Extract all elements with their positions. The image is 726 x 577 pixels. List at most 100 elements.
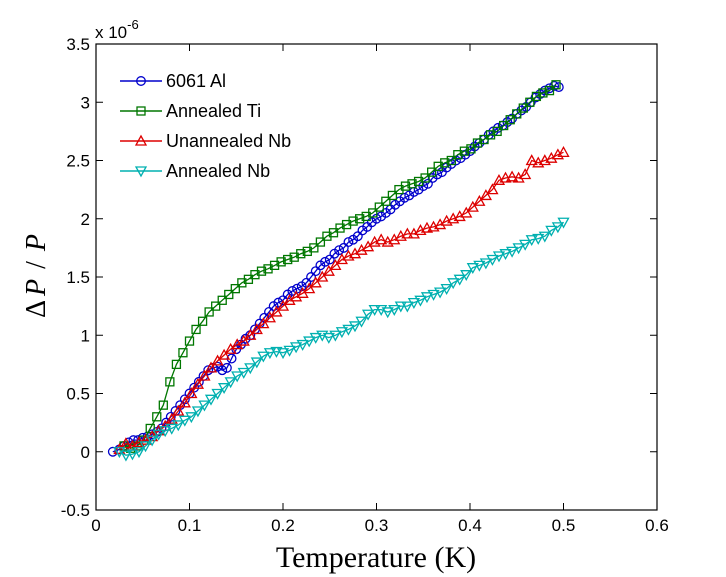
data-point bbox=[355, 316, 368, 328]
data-point bbox=[257, 351, 270, 363]
data-point bbox=[499, 249, 512, 261]
data-point bbox=[224, 377, 237, 389]
data-point bbox=[204, 361, 218, 373]
data-point bbox=[270, 305, 283, 317]
data-point bbox=[287, 286, 298, 296]
data-point bbox=[316, 270, 329, 282]
data-point bbox=[505, 246, 519, 258]
data-point bbox=[459, 146, 470, 156]
data-point bbox=[203, 365, 214, 376]
x-tick-label: 0.1 bbox=[178, 516, 202, 535]
x-tick-label: 0.5 bbox=[552, 516, 576, 535]
y-multiplier-label: x 10-6 bbox=[95, 17, 139, 42]
data-point bbox=[309, 276, 322, 288]
data-point bbox=[335, 327, 349, 339]
x-tick-label: 0 bbox=[91, 516, 100, 535]
data-point bbox=[400, 181, 411, 191]
data-point bbox=[221, 362, 232, 373]
x-tick-label: 0.6 bbox=[645, 516, 669, 535]
data-point bbox=[342, 324, 355, 336]
data-point bbox=[538, 88, 548, 98]
y-tick-label: 0 bbox=[81, 443, 90, 462]
data-point bbox=[492, 126, 502, 137]
data-point bbox=[387, 190, 398, 201]
tick-labels-layer: 0 0.1 0.2 0.3 0.4 0.5 0.6-0.500.511.522.533.5 bbox=[61, 35, 669, 535]
data-point bbox=[237, 367, 250, 379]
data-point bbox=[152, 412, 162, 422]
data-point bbox=[446, 155, 456, 166]
data-point bbox=[486, 183, 499, 195]
data-point bbox=[466, 200, 479, 212]
data-point bbox=[270, 346, 283, 358]
data-point bbox=[519, 168, 532, 180]
data-point bbox=[414, 295, 427, 307]
data-point bbox=[217, 383, 231, 395]
data-point bbox=[557, 217, 570, 229]
data-point bbox=[172, 420, 185, 432]
data-point bbox=[296, 249, 306, 259]
series-line bbox=[118, 151, 564, 450]
data-point bbox=[145, 423, 155, 434]
legend-label: Annealed Ti bbox=[166, 101, 261, 121]
x-axis-title: Temperature (K) bbox=[276, 541, 476, 574]
y-tick-label: -0.5 bbox=[61, 501, 90, 520]
data-point bbox=[538, 231, 551, 243]
data-point bbox=[197, 316, 208, 326]
data-point bbox=[263, 348, 277, 360]
data-point bbox=[420, 173, 430, 183]
data-point bbox=[152, 429, 165, 441]
data-point bbox=[231, 371, 244, 383]
data-point bbox=[348, 321, 362, 333]
data-point bbox=[171, 359, 182, 370]
data-point bbox=[401, 227, 414, 239]
data-point bbox=[165, 423, 178, 435]
data-point bbox=[185, 412, 198, 424]
y-tick-label: 0.5 bbox=[66, 385, 90, 404]
data-point bbox=[328, 228, 339, 238]
data-point bbox=[119, 437, 133, 449]
legend-item: Annealed Nb bbox=[120, 161, 270, 181]
data-point bbox=[512, 243, 525, 255]
data-point bbox=[283, 254, 293, 265]
data-point bbox=[553, 82, 564, 93]
data-point bbox=[329, 259, 342, 271]
data-point bbox=[460, 206, 473, 218]
data-point bbox=[191, 406, 205, 418]
data-point bbox=[250, 357, 263, 369]
data-point bbox=[296, 339, 309, 351]
y-tick-label: 2.5 bbox=[66, 152, 90, 171]
data-point bbox=[394, 301, 407, 313]
data-point bbox=[322, 264, 335, 276]
data-point bbox=[388, 304, 401, 316]
data-point bbox=[381, 196, 391, 206]
data-point bbox=[198, 400, 211, 412]
data-point bbox=[165, 412, 178, 424]
legend-marker bbox=[134, 166, 148, 178]
data-point bbox=[126, 449, 139, 461]
data-point bbox=[224, 289, 234, 300]
data-point bbox=[549, 80, 560, 91]
legend: 6061 Al Annealed Ti Unannealed Nb Annealed … bbox=[120, 71, 291, 181]
y-multiplier-exponent: -6 bbox=[127, 17, 139, 32]
legend-item: Annealed Ti bbox=[120, 101, 261, 121]
data-point bbox=[551, 222, 564, 234]
data-point bbox=[374, 202, 384, 212]
data-point bbox=[334, 245, 345, 256]
y-tick-label: 2 bbox=[81, 210, 90, 229]
data-point bbox=[217, 295, 227, 305]
y-tick-label: 3.5 bbox=[66, 35, 90, 54]
data-point bbox=[381, 307, 394, 319]
data-point bbox=[256, 266, 267, 276]
data-point bbox=[545, 225, 558, 237]
data-point bbox=[420, 292, 434, 304]
data-point bbox=[244, 328, 257, 340]
data-point bbox=[492, 251, 506, 263]
data-point bbox=[145, 435, 159, 447]
data-point bbox=[191, 377, 205, 389]
data-point bbox=[303, 282, 316, 294]
data-point bbox=[237, 334, 250, 346]
data-point bbox=[178, 348, 188, 358]
data-point bbox=[460, 270, 473, 282]
legend-marker bbox=[136, 76, 146, 86]
